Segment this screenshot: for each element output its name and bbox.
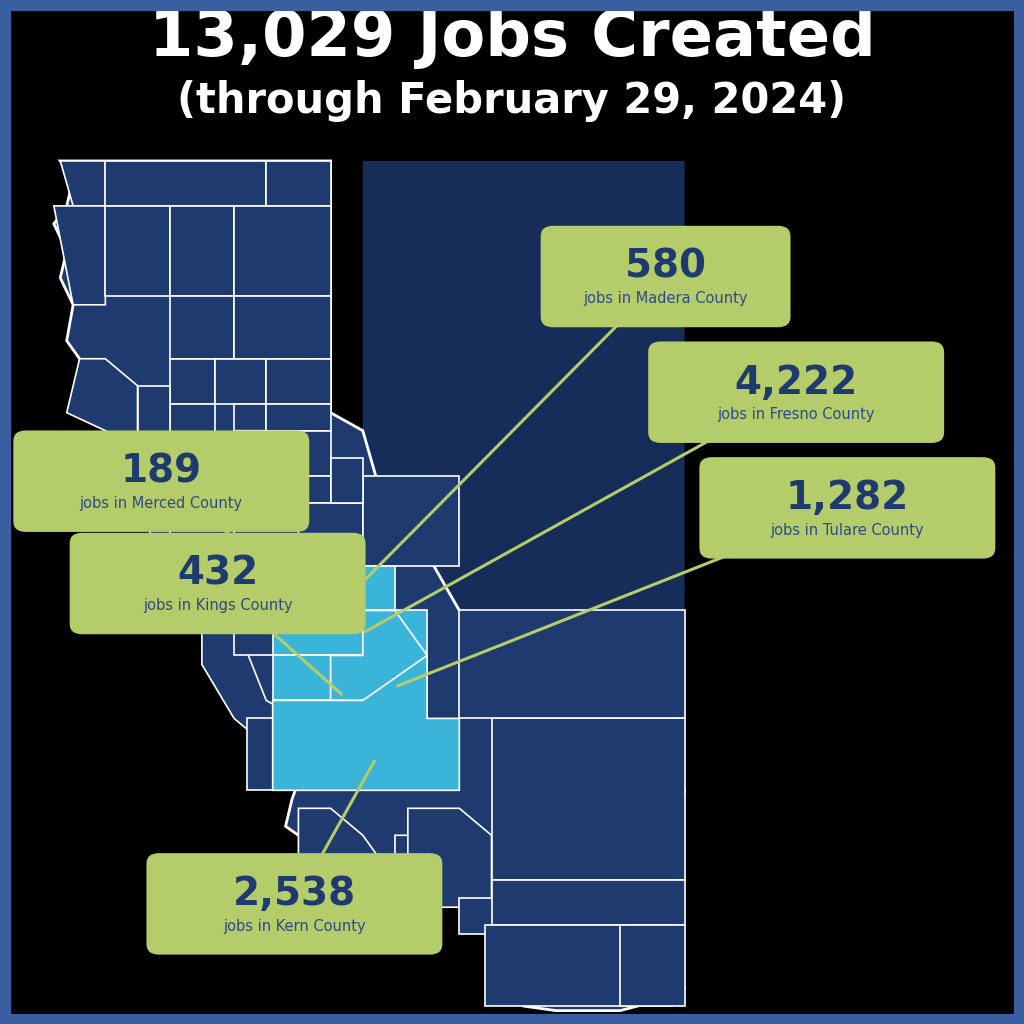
Polygon shape	[170, 520, 234, 548]
Polygon shape	[234, 206, 331, 296]
Polygon shape	[170, 548, 202, 584]
Polygon shape	[137, 386, 170, 449]
Polygon shape	[408, 808, 492, 907]
Polygon shape	[182, 584, 234, 620]
Polygon shape	[234, 296, 331, 358]
Polygon shape	[272, 655, 362, 700]
Text: jobs in Fresno County: jobs in Fresno County	[718, 408, 874, 422]
Polygon shape	[118, 449, 170, 503]
Text: 4,222: 4,222	[734, 364, 858, 401]
Text: 13,029 Jobs Created: 13,029 Jobs Created	[148, 6, 876, 69]
Polygon shape	[170, 403, 215, 449]
Text: jobs in Kings County: jobs in Kings County	[142, 598, 293, 613]
Polygon shape	[234, 458, 266, 503]
Polygon shape	[60, 161, 105, 206]
Polygon shape	[54, 206, 105, 305]
FancyBboxPatch shape	[13, 430, 309, 531]
Text: jobs in Madera County: jobs in Madera County	[584, 292, 748, 306]
FancyBboxPatch shape	[70, 532, 366, 634]
Polygon shape	[54, 161, 685, 1011]
Polygon shape	[202, 620, 298, 745]
Polygon shape	[272, 593, 427, 655]
Polygon shape	[247, 719, 362, 791]
Polygon shape	[298, 503, 362, 548]
Polygon shape	[151, 503, 170, 539]
Polygon shape	[621, 926, 685, 1007]
Polygon shape	[105, 161, 266, 206]
Polygon shape	[272, 655, 460, 791]
Polygon shape	[460, 610, 685, 719]
Polygon shape	[460, 898, 498, 934]
FancyBboxPatch shape	[648, 341, 944, 443]
Polygon shape	[170, 539, 182, 548]
Polygon shape	[215, 358, 266, 403]
Polygon shape	[253, 548, 298, 584]
Text: (through February 29, 2024): (through February 29, 2024)	[177, 80, 847, 122]
Text: jobs in Merced County: jobs in Merced County	[80, 496, 243, 511]
Polygon shape	[189, 548, 234, 565]
Polygon shape	[298, 565, 395, 610]
Polygon shape	[266, 403, 331, 431]
Polygon shape	[170, 358, 215, 403]
Polygon shape	[492, 881, 685, 926]
Polygon shape	[234, 431, 266, 475]
Polygon shape	[331, 458, 362, 503]
Text: 189: 189	[121, 453, 202, 490]
Polygon shape	[234, 403, 266, 431]
Polygon shape	[170, 296, 234, 358]
Polygon shape	[266, 358, 331, 403]
Polygon shape	[234, 503, 298, 548]
Polygon shape	[331, 610, 427, 719]
Polygon shape	[253, 548, 331, 610]
FancyBboxPatch shape	[146, 853, 442, 954]
Polygon shape	[170, 475, 202, 503]
Text: jobs in Kern County: jobs in Kern County	[223, 919, 366, 934]
Polygon shape	[170, 449, 234, 475]
Polygon shape	[395, 836, 460, 881]
Text: 2,538: 2,538	[232, 876, 356, 913]
Polygon shape	[266, 503, 331, 529]
Polygon shape	[266, 475, 331, 503]
Polygon shape	[492, 719, 685, 881]
Polygon shape	[266, 431, 331, 475]
Polygon shape	[170, 206, 234, 296]
Polygon shape	[362, 475, 460, 565]
Text: 432: 432	[177, 555, 258, 593]
Polygon shape	[266, 161, 331, 206]
Polygon shape	[105, 206, 170, 296]
Text: jobs in Tulare County: jobs in Tulare County	[770, 523, 925, 538]
Polygon shape	[67, 358, 137, 449]
Polygon shape	[485, 926, 672, 1007]
Polygon shape	[298, 808, 395, 881]
FancyBboxPatch shape	[541, 226, 791, 328]
Text: 1,282: 1,282	[785, 479, 909, 517]
Text: 580: 580	[625, 248, 707, 286]
FancyBboxPatch shape	[699, 457, 995, 559]
Polygon shape	[234, 610, 286, 655]
Polygon shape	[362, 161, 685, 988]
Polygon shape	[189, 565, 234, 610]
